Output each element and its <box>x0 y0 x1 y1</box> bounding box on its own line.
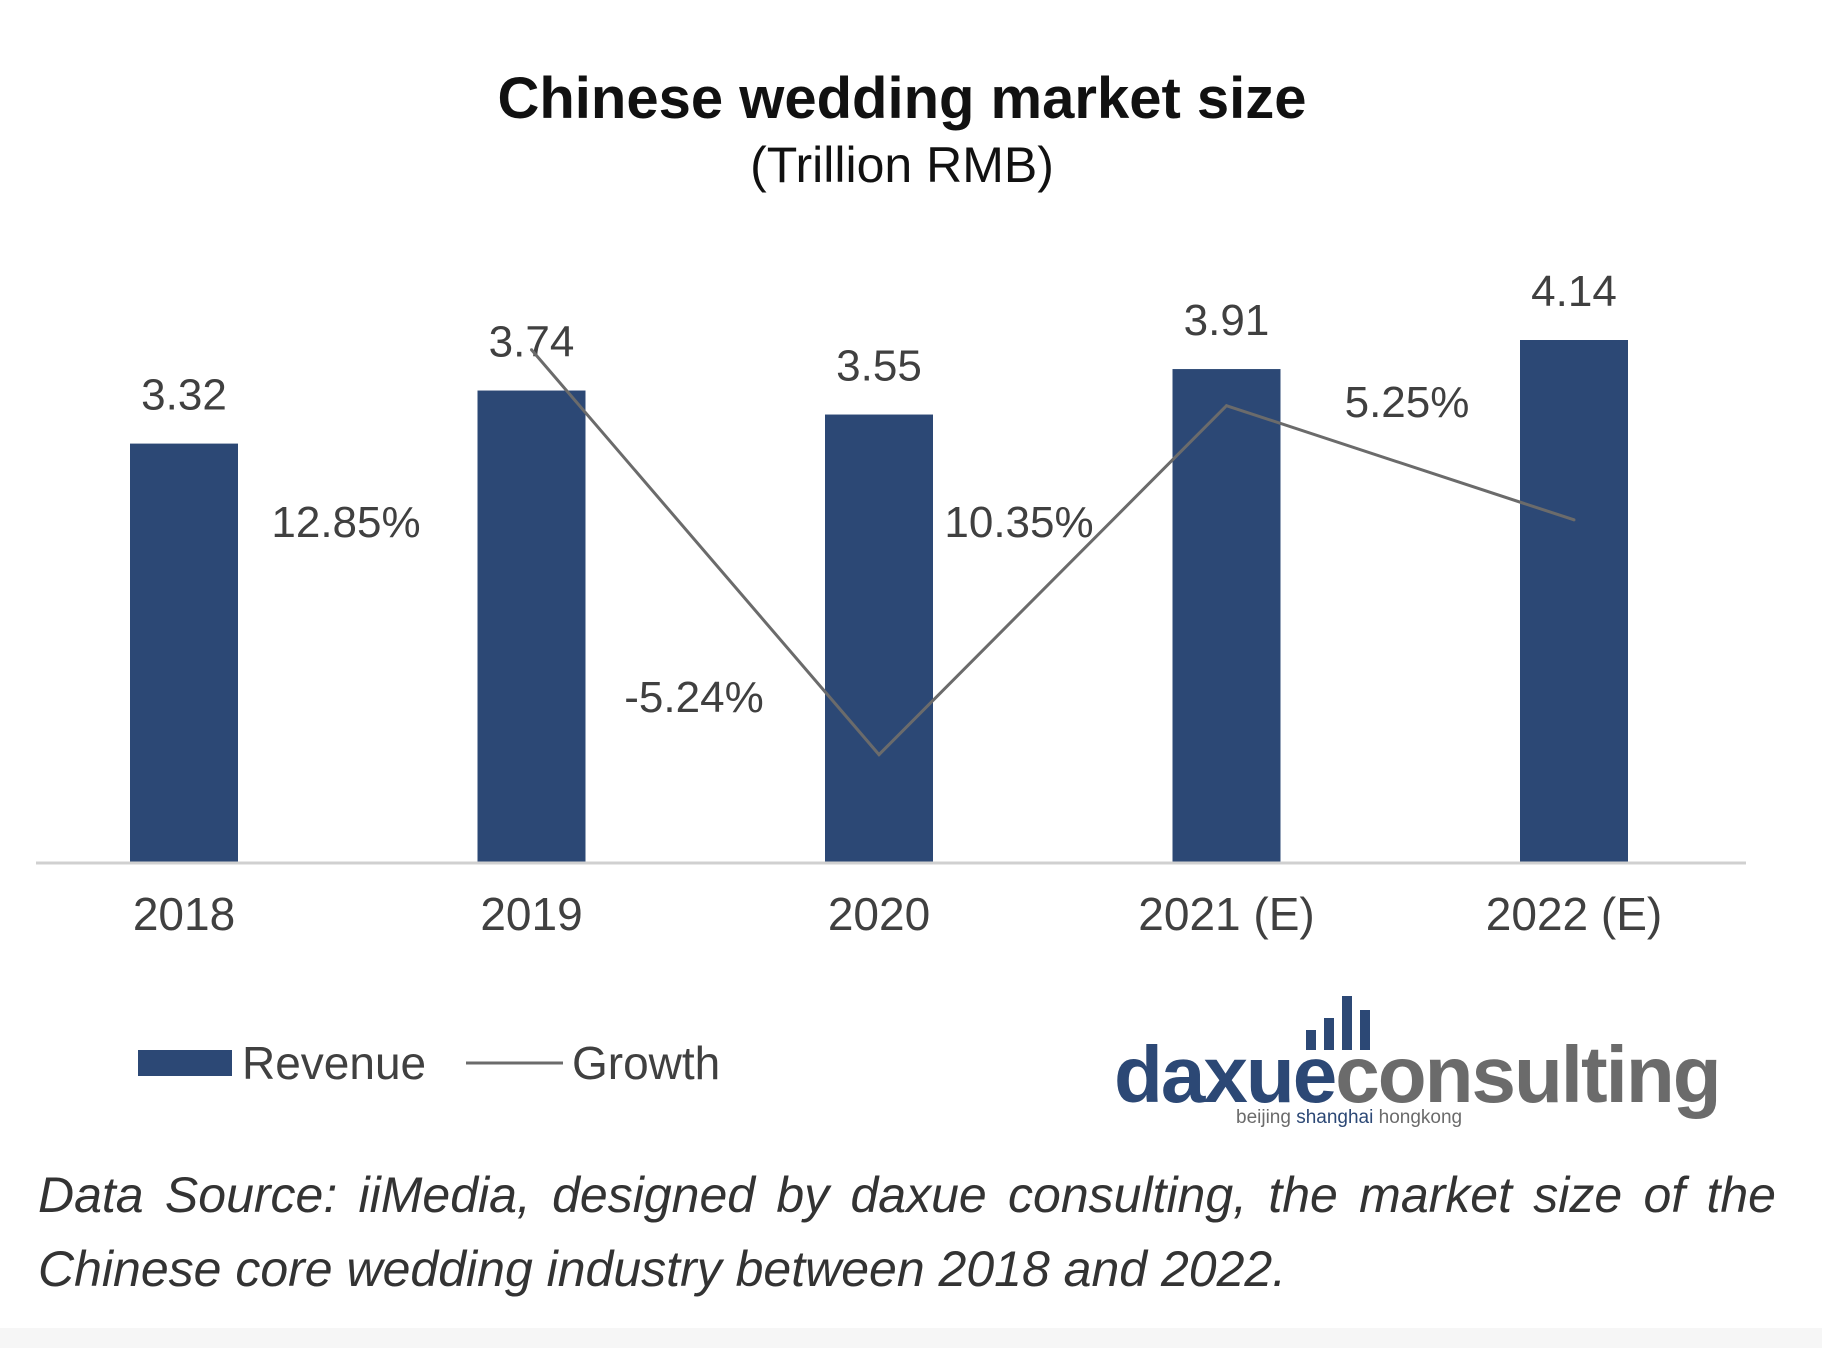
chart-subtitle: (Trillion RMB) <box>750 137 1054 193</box>
chart: Chinese wedding market size (Trillion RM… <box>36 66 1746 1128</box>
bar-chart-icon <box>1306 996 1370 1050</box>
source-caption: Data Source: iiMedia, designed by daxue … <box>38 1167 1776 1297</box>
bar-value-label: 4.14 <box>1531 267 1617 316</box>
growth-point <box>1225 404 1228 408</box>
plot-area: 3.32 3.74 3.55 3.91 4.14 2018 2019 2020 2021 (E)… <box>130 267 1662 940</box>
x-tick-label: 2022 (E) <box>1486 888 1662 940</box>
legend-growth-label: Growth <box>572 1037 720 1089</box>
x-tick-label: 2019 <box>480 888 582 940</box>
x-tick-label: 2018 <box>133 888 235 940</box>
legend-revenue-label: Revenue <box>242 1037 426 1089</box>
x-tick-label: 2021 (E) <box>1138 888 1314 940</box>
x-tick-label: 2020 <box>828 888 930 940</box>
growth-value-label: 5.25% <box>1345 378 1470 427</box>
bar-revenue <box>825 414 933 863</box>
logo-tagline-hongkong: hongkong <box>1373 1107 1462 1128</box>
chart-title: Chinese wedding market size <box>497 66 1306 131</box>
legend-revenue-swatch <box>138 1050 232 1076</box>
daxue-logo: daxueconsulting beijing shanghai hongkon… <box>1114 996 1722 1128</box>
logo-text-dark: daxue <box>1114 1030 1335 1119</box>
growth-point <box>1572 518 1576 522</box>
growth-value-label: 10.35% <box>944 498 1093 547</box>
logo-text-light: consulting <box>1335 1030 1719 1119</box>
bar-revenue <box>477 390 586 863</box>
bar-revenue <box>130 443 238 863</box>
logo-tagline-beijing: beijing <box>1236 1107 1296 1128</box>
legend: Revenue Growth <box>138 1037 720 1089</box>
growth-value-label: 12.85% <box>271 498 420 547</box>
growth-point <box>530 348 533 352</box>
logo-tagline: beijing shanghai hongkong <box>1236 1107 1462 1128</box>
growth-point <box>877 753 881 757</box>
logo-tagline-shanghai: shanghai <box>1296 1107 1373 1128</box>
bar-value-label: 3.74 <box>489 318 575 367</box>
bar-revenue <box>1172 369 1281 863</box>
growth-value-label: -5.24% <box>624 673 763 722</box>
bar-value-label: 3.55 <box>836 342 922 391</box>
bar-revenue <box>1520 340 1628 863</box>
logo-wordmark: daxueconsulting <box>1114 1030 1720 1119</box>
bottom-strip <box>0 1328 1822 1348</box>
growth-line <box>530 348 1575 757</box>
bar-value-label: 3.32 <box>141 371 227 420</box>
bar-value-label: 3.91 <box>1184 296 1270 345</box>
